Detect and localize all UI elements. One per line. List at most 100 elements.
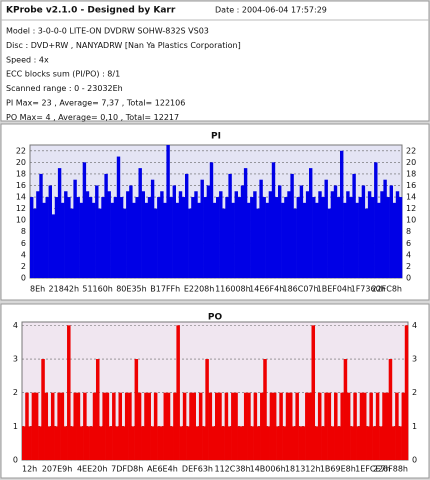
x-tick-label: DEF63h (182, 465, 213, 474)
bar (311, 325, 316, 460)
bar (355, 202, 359, 278)
bar (88, 197, 93, 278)
bar (296, 197, 300, 278)
bar (224, 392, 229, 460)
bar (76, 197, 80, 278)
chart-title: PO (208, 313, 223, 323)
x-tick-label: 181312h (285, 465, 321, 474)
bar (99, 426, 103, 460)
bar (343, 359, 348, 460)
bar (308, 392, 312, 460)
y-tick-label: 22 (16, 146, 26, 155)
bar (282, 426, 287, 460)
bar (95, 359, 100, 460)
y-tick-label: 2 (13, 388, 18, 397)
info-line: PO Max= 4 , Average= 0,10 , Total= 12217 (6, 113, 179, 122)
y-tick-label-right: 4 (406, 250, 411, 259)
bar (31, 392, 36, 460)
y-tick-label: 12 (16, 204, 26, 213)
y-tick-label-right: 1 (412, 422, 417, 431)
bar (253, 191, 257, 278)
bar (371, 197, 375, 278)
bar (302, 202, 307, 278)
bar (290, 173, 294, 278)
info-line: ECC blocks sum (PI/PO) : 8/1 (6, 70, 120, 79)
bar (272, 392, 277, 460)
bar (312, 197, 316, 278)
bar (279, 392, 283, 460)
bar (356, 426, 361, 460)
y-tick-label: 0 (13, 456, 18, 465)
bar (153, 392, 158, 460)
bar (200, 179, 204, 278)
y-tick-label-right: 8 (406, 227, 411, 236)
bar (157, 426, 161, 460)
bar (391, 426, 396, 460)
bar (315, 202, 319, 278)
bar (144, 202, 149, 278)
bar (67, 325, 71, 460)
y-tick-label: 4 (13, 321, 18, 330)
bar (195, 426, 200, 460)
bar (83, 392, 87, 460)
bar (86, 426, 90, 460)
bar (202, 426, 206, 460)
bar (176, 325, 180, 460)
bar (231, 202, 235, 278)
bar (54, 426, 58, 460)
bar (375, 392, 380, 460)
x-tick-label: 207E9h (42, 465, 72, 474)
bar (284, 197, 288, 278)
bar (358, 197, 362, 278)
bar (346, 191, 350, 278)
bar (287, 191, 291, 278)
info-line: PI Max= 23 , Average= 7,37 , Total= 1221… (6, 99, 185, 108)
info-panel (0, 0, 430, 122)
bar (45, 197, 49, 278)
bar (108, 426, 113, 460)
bar (389, 185, 393, 278)
bar (340, 392, 344, 460)
bar (340, 150, 344, 278)
bar (150, 179, 155, 278)
bar (243, 392, 248, 460)
bar (123, 208, 127, 278)
bar (388, 359, 393, 460)
x-tick-label: 116008h (215, 285, 251, 294)
bar (129, 185, 133, 278)
bar (107, 191, 111, 278)
y-tick-label-right: 22 (406, 146, 416, 155)
bar (227, 426, 232, 460)
bar (194, 191, 198, 278)
bar (293, 208, 297, 278)
bar (39, 173, 43, 278)
bar (234, 191, 238, 278)
x-tick-label: 226F88h (373, 465, 408, 474)
bar (240, 426, 245, 460)
bar (385, 392, 389, 460)
bar (369, 392, 373, 460)
bar (33, 208, 37, 278)
y-tick-label-right: 3 (412, 355, 417, 364)
bar (182, 392, 187, 460)
bar (260, 392, 264, 460)
bar (30, 197, 34, 278)
bar (104, 173, 108, 278)
bar (198, 392, 203, 460)
chart-title: PI (211, 132, 221, 142)
bar (374, 162, 378, 278)
bar (192, 392, 196, 460)
bar (95, 185, 99, 278)
bar (350, 426, 354, 460)
bar (256, 208, 260, 278)
bar (132, 202, 136, 278)
bar (185, 173, 189, 278)
bar (209, 162, 214, 278)
bar (274, 197, 279, 278)
y-tick-label-right: 2 (406, 262, 411, 271)
bar (336, 197, 341, 278)
info-line: Speed : 4x (6, 55, 49, 64)
bar (76, 392, 81, 460)
bar (314, 426, 319, 460)
